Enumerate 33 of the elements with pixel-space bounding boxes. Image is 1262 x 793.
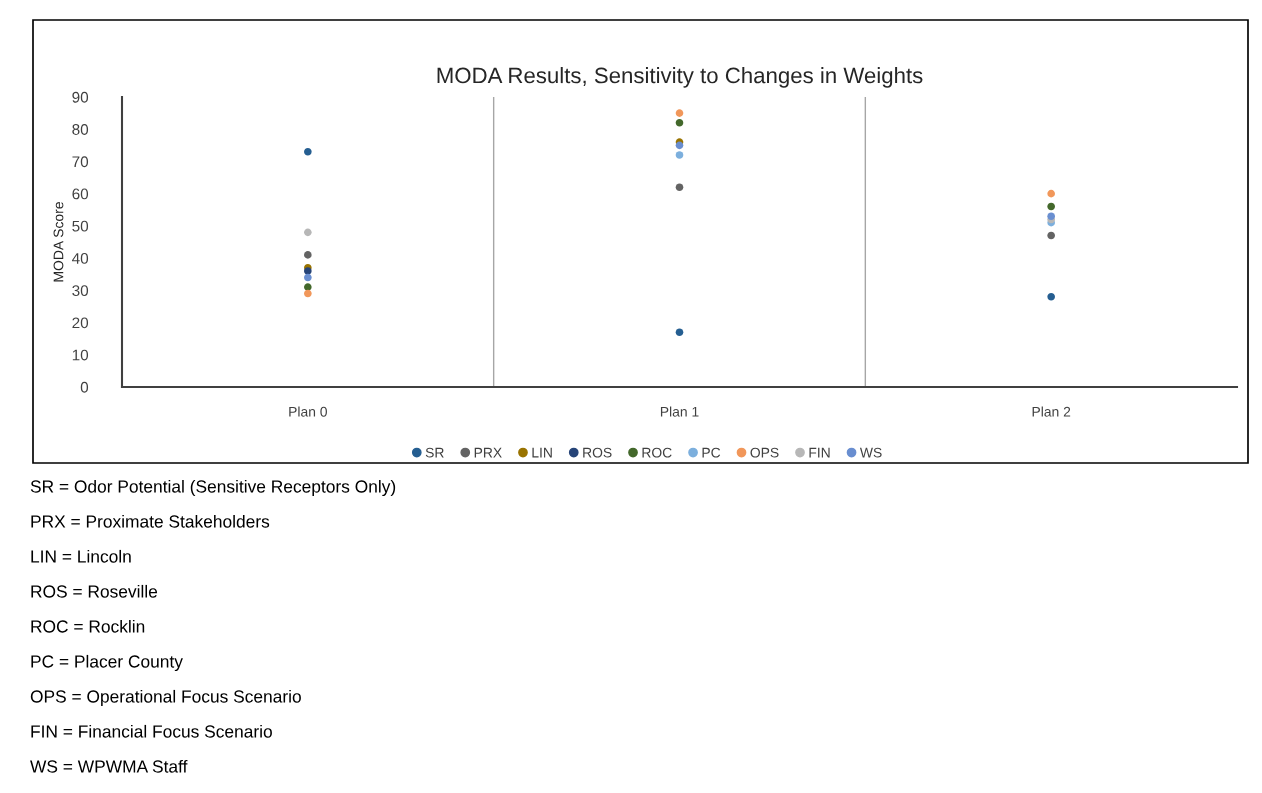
y-tick-label: 90 (72, 91, 89, 103)
legend-label: ROS (583, 447, 612, 458)
text: OPS = Operational Focus Scenario (30, 689, 301, 707)
legend-label: PC (702, 447, 721, 458)
x-tick-label: Plan 0 (289, 406, 327, 417)
legend-label: FIN (809, 447, 830, 458)
y-tick-label: 40 (72, 252, 89, 264)
y-tick-label: 60 (72, 188, 89, 200)
text: LIN = Lincoln (31, 549, 131, 563)
y-tick-label: 10 (72, 349, 89, 361)
text: WS = WPWMA Staff (30, 759, 188, 773)
y-tick-label: 30 (72, 285, 89, 297)
chart-title: MODA Results, Sensitivity to Changes in Weights (437, 67, 923, 88)
x-tick-label: Plan 1 (660, 406, 699, 417)
y-tick-label: 0 (80, 381, 89, 393)
y-tick-label: 20 (72, 317, 89, 329)
text: FIN = Financial Focus Scenario (31, 724, 272, 738)
text: ROS = Roseville (31, 584, 158, 598)
text: SR = Odor Potential (Sensitive Receptors Only) (30, 479, 396, 497)
legend-label: SR (425, 447, 444, 458)
text: PRX = Proximate Stakeholders (31, 514, 270, 528)
y-tick-label: 80 (72, 124, 89, 135)
y-axis-title: MODA Score (53, 202, 64, 282)
x-tick-label: Plan 2 (1032, 406, 1071, 417)
legend-label: OPS (750, 447, 779, 458)
legend-label: ROC (642, 447, 672, 458)
legend-label: WS (859, 447, 882, 458)
y-tick-label: 70 (72, 156, 89, 168)
y-tick-label: 50 (72, 220, 89, 232)
text: ROC = Rocklin (31, 619, 145, 633)
legend-label: LIN (532, 447, 552, 458)
legend-label: PRX (474, 447, 502, 458)
text: PC = Placer County (31, 654, 183, 672)
